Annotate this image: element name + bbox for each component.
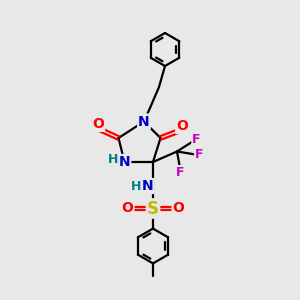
Text: S: S bbox=[147, 200, 159, 217]
Text: O: O bbox=[92, 117, 104, 131]
Text: N: N bbox=[142, 179, 153, 193]
Text: N: N bbox=[119, 155, 130, 169]
Text: N: N bbox=[138, 115, 150, 128]
Text: H: H bbox=[108, 153, 118, 166]
Text: O: O bbox=[172, 202, 184, 215]
Text: F: F bbox=[195, 148, 203, 161]
Text: O: O bbox=[176, 119, 188, 133]
Text: F: F bbox=[176, 166, 184, 179]
Text: F: F bbox=[192, 133, 201, 146]
Text: O: O bbox=[122, 202, 134, 215]
Text: H: H bbox=[131, 179, 142, 193]
